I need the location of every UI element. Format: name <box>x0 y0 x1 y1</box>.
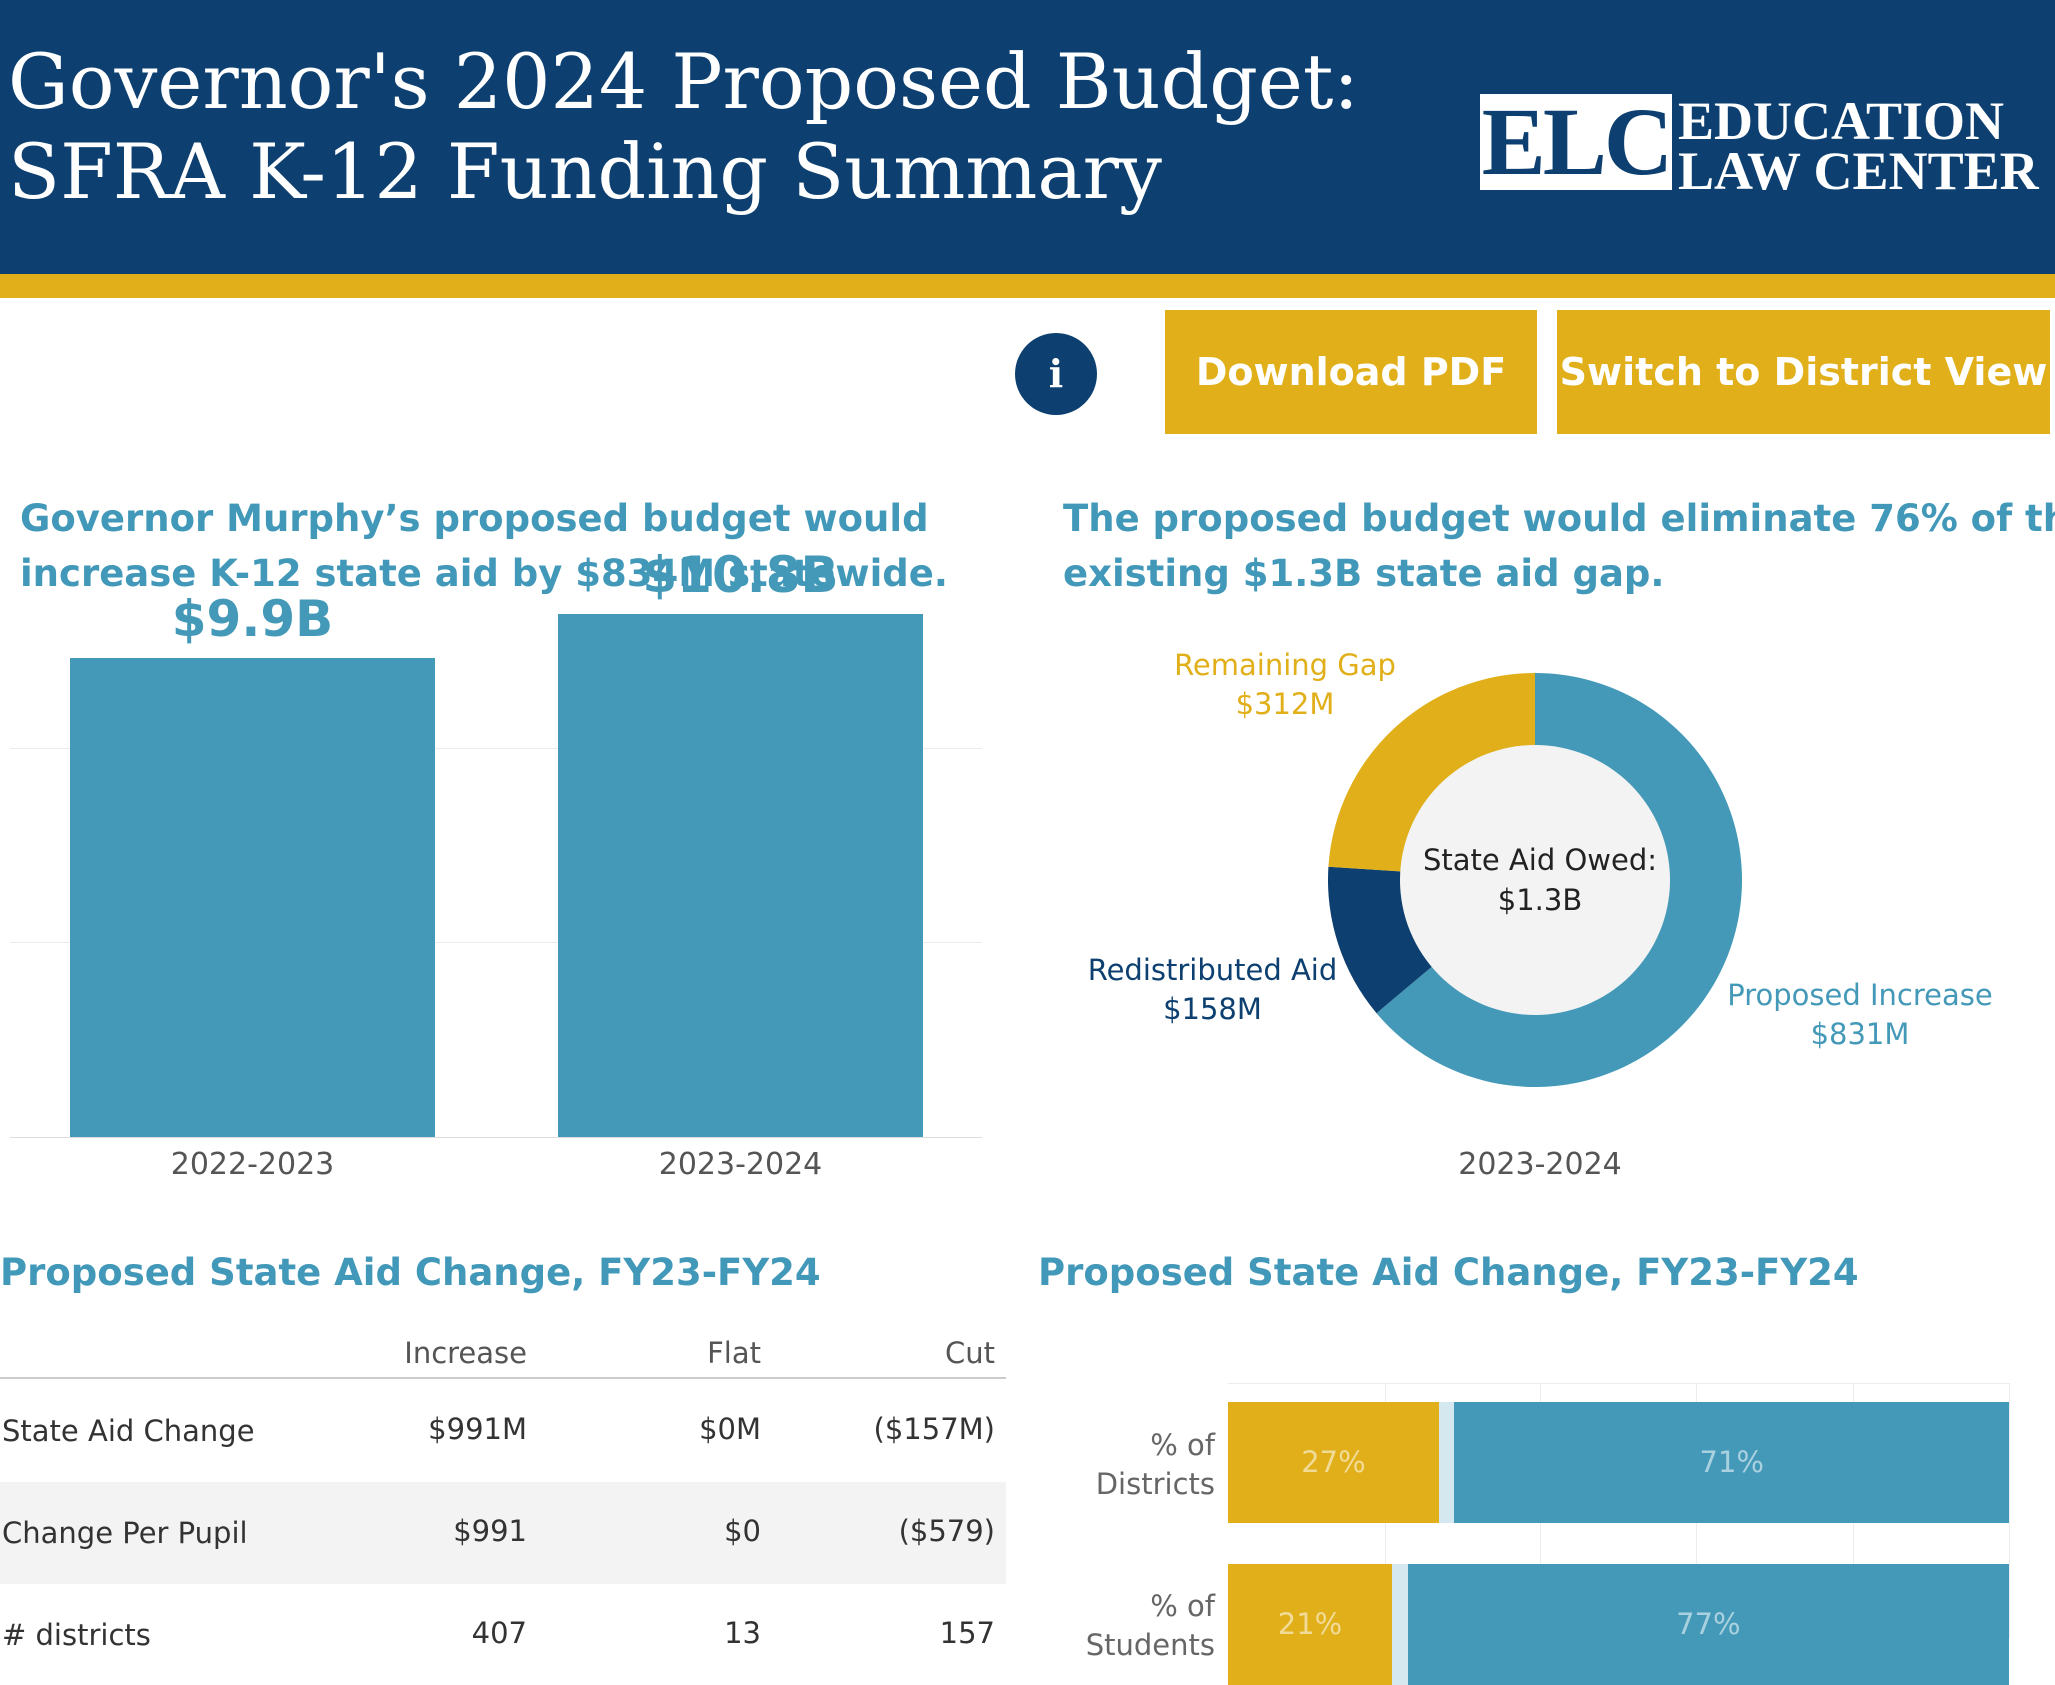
hbar-segment-cut: 27% <box>1228 1402 1439 1523</box>
remaining-gap-label: Remaining Gap <box>1174 648 1396 682</box>
remaining-gap-value: $312M <box>1235 687 1335 721</box>
proposed-increase-label: Proposed Increase <box>1727 978 1993 1012</box>
table-cell: ($157M) <box>873 1412 995 1446</box>
hbar-segment-flat <box>1438 1402 1455 1523</box>
hbar-value-label: 21% <box>1277 1607 1343 1641</box>
page-title-line-1: Governor's 2024 Proposed Budget: <box>8 37 1360 126</box>
hbar-value-label: 77% <box>1676 1607 1741 1641</box>
redistributed-aid-value: $158M <box>1163 992 1262 1026</box>
hbar-row-label-line-1: % of <box>1150 1589 1215 1623</box>
table-cell: $991 <box>453 1514 527 1548</box>
hbar-gridline <box>1228 1383 2009 1384</box>
table-row-label: Change Per Pupil <box>2 1516 248 1550</box>
donut-category-label: 2023-2024 <box>1458 1147 1622 1182</box>
hbar-section-title: Proposed State Aid Change, FY23-FY24 <box>1038 1251 1859 1294</box>
hbar-row-label-line-2: Districts <box>1095 1467 1215 1501</box>
donut-hole <box>1400 745 1670 1015</box>
donut-center-label-line-1: State Aid Owed: <box>1422 843 1658 877</box>
logo-text-line-1: EDUCATION <box>1678 91 2005 151</box>
table-header-cut: Cut <box>945 1336 995 1370</box>
download-pdf-button[interactable]: Download PDF <box>1165 310 1537 434</box>
donut-section-title-line-1: The proposed budget would eliminate 76% … <box>1063 497 2055 540</box>
hbar-row-label-line-1: % of <box>1150 1428 1215 1462</box>
hbar-segment-increase: 71% <box>1454 1402 2009 1523</box>
table-header-flat: Flat <box>707 1336 761 1370</box>
table-cell: 13 <box>724 1616 761 1650</box>
switch-to-district-view-button[interactable]: Switch to District View <box>1557 310 2050 434</box>
bar-section-title-line-2: increase K-12 state aid by $834M statewi… <box>20 552 948 595</box>
bar-gridline <box>10 942 982 943</box>
table-cell: 407 <box>471 1616 527 1650</box>
bar-2022-2023 <box>70 657 435 1137</box>
page-title-line-2: SFRA K-12 Funding Summary <box>8 127 1162 216</box>
donut-center-label-line-2: $1.3B <box>1497 883 1583 917</box>
bar-2023-2024 <box>558 614 923 1137</box>
info-icon[interactable]: i <box>1015 333 1097 415</box>
header-divider <box>0 274 2055 298</box>
bar-gridline <box>10 748 982 749</box>
table-row-label: # districts <box>2 1618 151 1652</box>
table-row-shade <box>0 1482 1006 1584</box>
redistributed-aid-label: Redistributed Aid <box>1087 953 1338 987</box>
bar-category-label: 2023-2024 <box>658 1147 823 1182</box>
table-cell: $0 <box>724 1514 761 1548</box>
table-cell: 157 <box>939 1616 995 1650</box>
hbar-row-label-line-2: Students <box>1085 1628 1215 1662</box>
hbar-segment-cut: 21% <box>1228 1564 1392 1685</box>
table-cell: ($579) <box>898 1514 995 1548</box>
bar-baseline <box>10 1137 982 1138</box>
bar-value-label: $9.9B <box>171 589 334 648</box>
donut-section-title-line-2: existing $1.3B state aid gap. <box>1063 552 1665 595</box>
table-section-title: Proposed State Aid Change, FY23-FY24 <box>0 1251 821 1294</box>
table-header-rule <box>0 1377 1006 1379</box>
logo-mark: ELC <box>1480 88 1673 195</box>
bar-section-title-line-1: Governor Murphy’s proposed budget would <box>20 497 929 540</box>
hbar-value-label: 71% <box>1699 1445 1764 1479</box>
header-banner: Governor's 2024 Proposed Budget: SFRA K-… <box>0 0 2055 274</box>
table-header-increase: Increase <box>404 1336 527 1370</box>
logo-text-line-2: LAW CENTER <box>1678 141 2039 201</box>
hbar-gridline <box>2009 1383 2010 1638</box>
hbar-value-label: 27% <box>1301 1445 1366 1479</box>
proposed-increase-value: $831M <box>1810 1017 1910 1051</box>
state-aid-gap-donut-chart <box>1328 673 1742 1087</box>
table-row-label: State Aid Change <box>2 1414 255 1448</box>
hbar-segment-flat <box>1392 1564 1408 1685</box>
bar-category-label: 2022-2023 <box>170 1147 335 1182</box>
table-cell: $0M <box>699 1412 761 1446</box>
hbar-segment-increase: 77% <box>1407 1564 2009 1685</box>
bar-value-label: $10.8B <box>642 546 839 605</box>
table-cell: $991M <box>428 1412 527 1446</box>
